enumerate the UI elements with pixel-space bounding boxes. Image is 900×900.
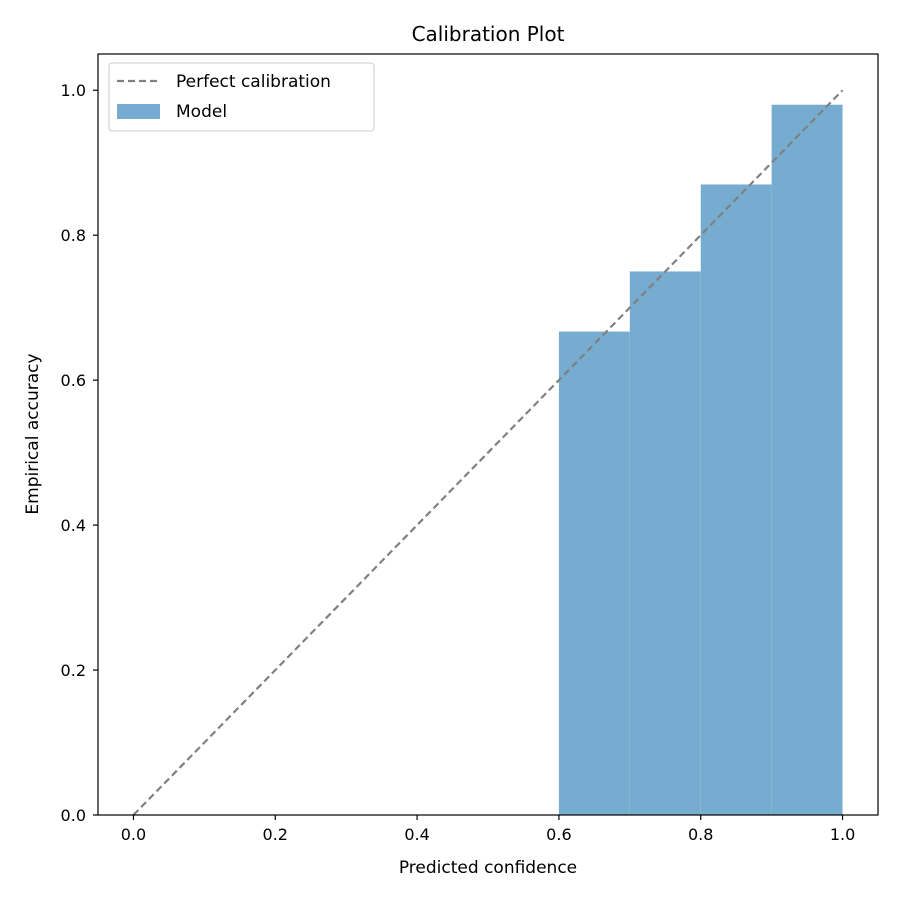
x-tick-label-4: 0.8 [688,825,713,844]
bars-group [558,104,843,815]
y-axis-ticks: 0.0 0.2 0.4 0.6 0.8 1.0 [61,81,98,825]
reference-line-group [132,89,844,816]
bar-1 [629,271,701,815]
y-tick-label-1: 0.2 [61,661,86,680]
y-tick-label-0: 0.0 [61,806,86,825]
y-tick-label-4: 0.8 [61,226,86,245]
y-tick-label-3: 0.6 [61,371,86,390]
y-tick-label-2: 0.4 [61,516,86,535]
legend-box [108,62,375,132]
bar-3 [771,104,843,815]
y-tick-label-5: 1.0 [61,81,86,100]
x-tick-label-2: 0.4 [404,825,429,844]
bar-2 [700,184,772,815]
perfect-calibration-line [132,89,844,816]
x-tick-label-5: 1.0 [830,825,855,844]
legend-label-perfect-calibration: Perfect calibration [176,72,331,92]
legend-model-swatch [117,104,160,119]
plot-frame [97,53,879,816]
x-axis-ticks: 0.0 0.2 0.4 0.6 0.8 1.0 [121,815,855,844]
y-axis-label: Empirical accuracy [23,353,43,514]
chart-title: Calibration Plot [412,22,565,46]
legend-label-model: Model [176,102,227,122]
x-tick-label-0: 0.0 [121,825,146,844]
x-tick-label-1: 0.2 [263,825,288,844]
x-axis-label: Predicted confidence [399,858,577,878]
legend: Perfect calibration Model [108,62,375,132]
x-tick-label-3: 0.6 [546,825,571,844]
bar-0 [558,331,630,815]
